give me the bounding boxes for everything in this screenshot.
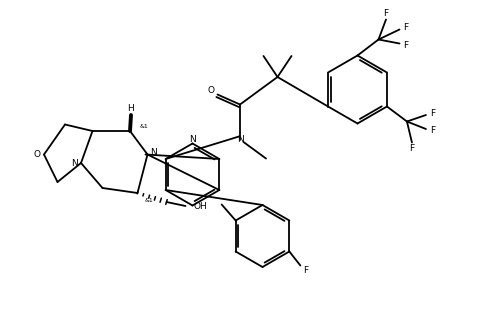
- Text: F: F: [410, 145, 414, 153]
- Text: H: H: [128, 105, 134, 113]
- Text: F: F: [430, 109, 435, 117]
- Text: O: O: [208, 86, 214, 95]
- Text: F: F: [384, 9, 388, 18]
- Text: OH: OH: [194, 202, 208, 211]
- Text: N: N: [150, 148, 157, 157]
- Text: O: O: [34, 150, 40, 159]
- Text: F: F: [430, 126, 435, 135]
- Text: &1: &1: [145, 198, 154, 203]
- Text: F: F: [404, 23, 408, 32]
- Text: F: F: [404, 41, 408, 50]
- Text: N: N: [236, 135, 244, 144]
- Text: &1: &1: [140, 125, 149, 129]
- Text: F: F: [303, 266, 308, 275]
- Text: N: N: [189, 135, 196, 144]
- Text: N: N: [72, 159, 78, 167]
